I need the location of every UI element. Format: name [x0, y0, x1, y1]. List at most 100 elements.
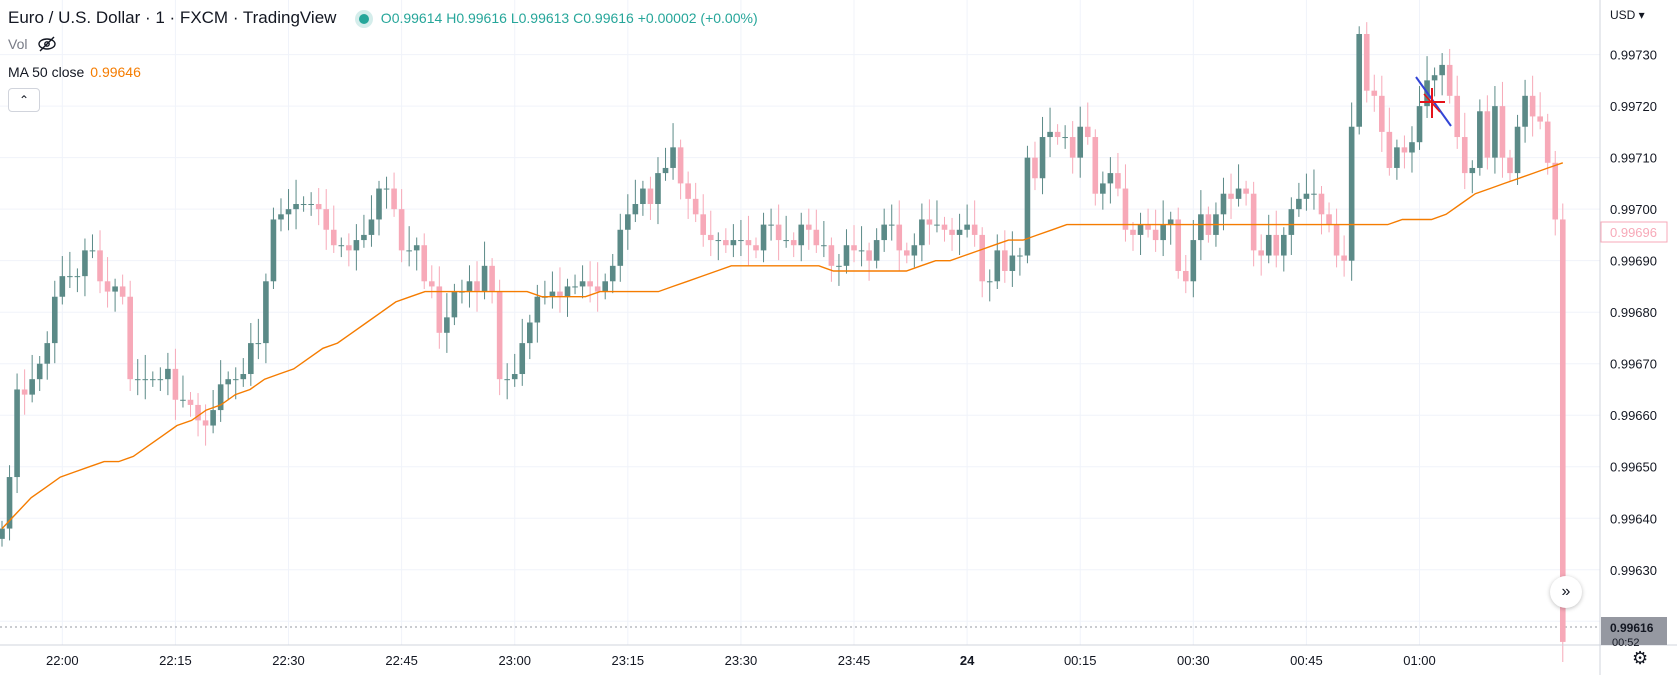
candle — [971, 200, 978, 247]
symbol-title[interactable]: Euro / U.S. Dollar · 1 · FXCM · TradingV… — [8, 8, 337, 27]
collapse-legend-button[interactable]: ⌃ — [8, 88, 40, 112]
candle — [104, 257, 111, 308]
candle — [632, 179, 639, 223]
gear-icon[interactable]: ⚙ — [1632, 648, 1649, 668]
candle — [707, 210, 714, 257]
candle — [685, 171, 691, 219]
candle — [813, 209, 820, 253]
candle — [217, 360, 224, 422]
candle — [413, 237, 420, 271]
eye-hidden-icon[interactable] — [37, 36, 57, 52]
candle — [444, 293, 450, 353]
drawing-annotation[interactable] — [1415, 76, 1452, 127]
time-tick-label: 00:45 — [1290, 653, 1323, 668]
candle — [451, 283, 458, 326]
candle — [956, 213, 963, 256]
candle — [1039, 116, 1046, 195]
currency-selector[interactable]: USD ▾ — [1610, 8, 1645, 22]
candle — [1228, 173, 1234, 219]
candle — [187, 392, 194, 417]
candle — [670, 123, 676, 180]
candle — [1122, 164, 1129, 242]
time-tick-label: 22:15 — [159, 653, 192, 668]
volume-label: Vol — [8, 36, 28, 52]
candle — [790, 232, 797, 258]
candle — [1379, 75, 1385, 152]
candle — [1190, 219, 1197, 298]
candle — [1092, 129, 1099, 206]
candle — [1537, 92, 1543, 130]
chevron-up-icon: ⌃ — [18, 93, 30, 107]
candle — [805, 208, 812, 250]
candle — [119, 274, 126, 305]
ma-indicator-row[interactable]: MA 50 close 0.99646 — [8, 64, 141, 80]
candle — [564, 278, 571, 317]
candle — [1130, 222, 1136, 251]
price-tick-label: 0.99710 — [1610, 151, 1657, 166]
candle — [1296, 182, 1302, 217]
candle — [150, 371, 156, 387]
candle — [828, 237, 835, 282]
candle — [572, 274, 578, 295]
candle — [29, 354, 35, 403]
candle — [836, 253, 842, 286]
time-tick-label: 00:15 — [1064, 653, 1097, 668]
price-tick-label: 0.99650 — [1610, 460, 1657, 475]
candle — [36, 355, 43, 392]
open-value: 0.99614 — [391, 10, 443, 26]
time-tick-label: 23:45 — [838, 653, 871, 668]
candle — [625, 194, 631, 250]
candle — [338, 237, 345, 258]
candle — [1348, 102, 1355, 281]
candle — [640, 180, 646, 216]
candle — [361, 214, 367, 248]
candle — [723, 228, 729, 253]
candle — [1446, 48, 1453, 104]
candle — [59, 256, 66, 305]
candle — [775, 204, 782, 261]
candle — [195, 393, 201, 437]
candle — [1424, 56, 1430, 118]
candle — [44, 331, 51, 380]
candle — [496, 279, 503, 396]
candle — [655, 157, 661, 225]
price-axis-bg[interactable] — [1600, 0, 1677, 675]
candle — [285, 189, 292, 231]
candle — [165, 352, 171, 396]
candle — [398, 189, 405, 263]
candle — [300, 196, 307, 212]
candle — [1069, 121, 1076, 174]
candle — [843, 229, 850, 274]
candle — [353, 224, 360, 271]
candle — [1477, 99, 1483, 176]
chart-legend: Euro / U.S. Dollar · 1 · FXCM · TradingV… — [8, 8, 758, 28]
candle — [225, 371, 231, 401]
candle — [851, 225, 857, 263]
candle — [511, 353, 518, 387]
candle — [1326, 202, 1332, 233]
candle — [549, 271, 556, 309]
candle — [1303, 173, 1310, 211]
candle — [1084, 102, 1091, 145]
ohlc-values: O0.99614 H0.99616 L0.99613 C0.99616 +0.0… — [381, 10, 758, 26]
candle — [1401, 135, 1408, 169]
candle — [979, 227, 985, 298]
candle — [896, 200, 903, 271]
ma50-line — [1, 162, 1564, 530]
candle — [1017, 247, 1023, 276]
candle — [534, 284, 541, 343]
candle — [248, 323, 254, 386]
countdown-label: 00:52 — [1612, 637, 1640, 649]
candle — [1145, 208, 1151, 238]
candle — [1032, 141, 1038, 191]
candle — [949, 217, 955, 251]
ma-price-label: 0.99696 — [1610, 225, 1657, 240]
time-axis-ticks: 22:00 22:15 22:30 22:45 23:00 23:15 23:30 23:45… — [46, 653, 1436, 668]
scroll-to-realtime-button[interactable]: » — [1550, 576, 1582, 608]
volume-indicator-row[interactable]: Vol — [8, 36, 57, 52]
time-tick-label: 23:30 — [725, 653, 758, 668]
candle — [888, 204, 895, 241]
candle — [1002, 230, 1008, 283]
candle — [1220, 177, 1227, 231]
